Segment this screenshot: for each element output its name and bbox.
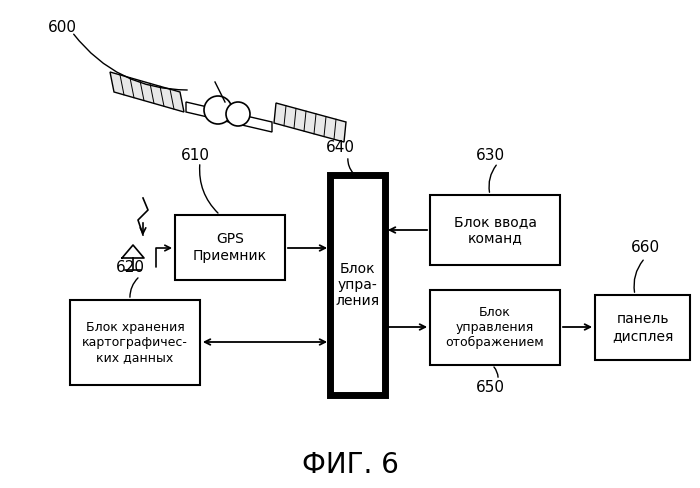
Ellipse shape <box>226 102 250 126</box>
Text: ФИГ. 6: ФИГ. 6 <box>302 451 398 479</box>
Polygon shape <box>274 103 346 142</box>
Text: 630: 630 <box>475 147 505 163</box>
FancyBboxPatch shape <box>175 215 285 280</box>
Text: 600: 600 <box>48 20 76 36</box>
FancyBboxPatch shape <box>430 290 560 365</box>
Text: 620: 620 <box>116 261 144 276</box>
Text: Блок хранения
картографичес-
ких данных: Блок хранения картографичес- ких данных <box>82 321 188 364</box>
Ellipse shape <box>204 96 232 124</box>
FancyBboxPatch shape <box>330 175 385 395</box>
FancyBboxPatch shape <box>70 300 200 385</box>
Text: Блок ввода
команд: Блок ввода команд <box>454 215 536 245</box>
Text: 660: 660 <box>631 241 659 256</box>
Text: Блок
управления
отображением: Блок управления отображением <box>446 306 545 349</box>
FancyBboxPatch shape <box>595 295 690 360</box>
Text: панель
дисплея: панель дисплея <box>612 312 673 343</box>
Polygon shape <box>186 102 272 132</box>
Text: GPS
Приемник: GPS Приемник <box>193 232 267 263</box>
Text: 640: 640 <box>326 141 354 156</box>
Text: Блок
упра-
ления: Блок упра- ления <box>335 262 379 308</box>
FancyBboxPatch shape <box>430 195 560 265</box>
Text: 650: 650 <box>475 381 505 395</box>
Polygon shape <box>110 72 184 112</box>
Text: 610: 610 <box>181 147 209 163</box>
